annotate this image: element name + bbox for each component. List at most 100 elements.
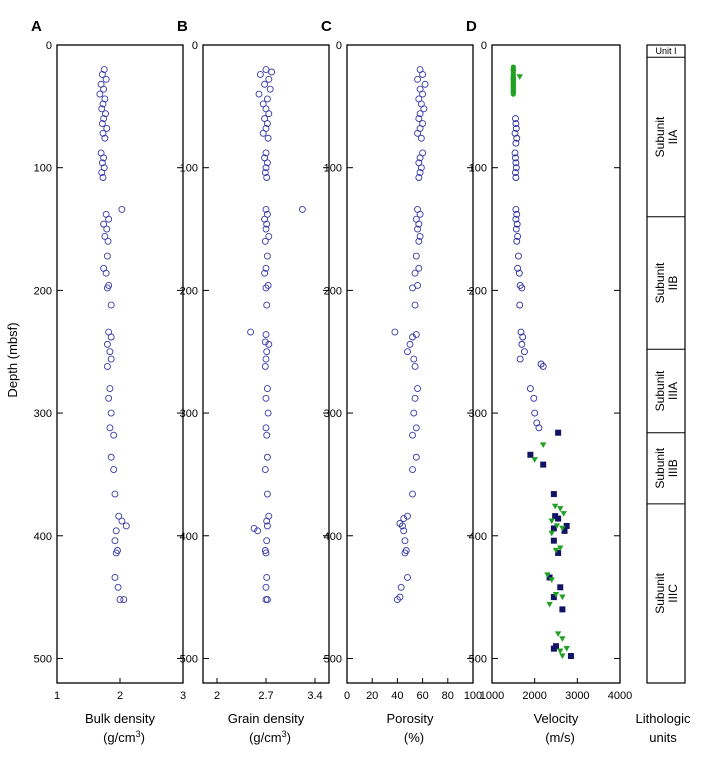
- data-point: [111, 537, 119, 545]
- depth-tick-label: 300: [324, 408, 342, 420]
- data-point: [416, 154, 424, 162]
- data-point: [263, 220, 271, 228]
- data-point: [417, 164, 425, 172]
- data-point: [539, 363, 547, 370]
- data-point: [262, 583, 270, 591]
- depth-tick-label: 100: [469, 163, 487, 175]
- data-point: [512, 164, 520, 172]
- x-tick-label: 3000: [565, 690, 589, 702]
- data-point: [557, 506, 564, 512]
- data-point: [412, 252, 420, 260]
- data-point: [550, 594, 557, 601]
- data-point: [416, 210, 424, 218]
- data-point: [409, 284, 416, 292]
- data-point: [263, 348, 271, 356]
- data-point: [559, 594, 566, 601]
- data-point: [561, 527, 568, 534]
- data-point: [103, 124, 111, 132]
- data-point: [106, 424, 114, 432]
- x-axis-title: Velocity: [534, 711, 579, 726]
- data-point: [518, 284, 526, 292]
- data-point: [526, 385, 534, 392]
- unit-label-line1: Subunit: [653, 370, 667, 411]
- data-point: [98, 120, 106, 127]
- data-point: [514, 232, 522, 240]
- data-point: [396, 593, 404, 601]
- depth-tick-label: 400: [324, 531, 342, 543]
- data-point: [262, 355, 270, 363]
- lithologic-units-column: Unit ISubunitIIASubunitIIBSubunitIIIASub…: [636, 44, 691, 745]
- data-point: [268, 68, 276, 76]
- data-point: [265, 110, 273, 118]
- data-point: [512, 215, 520, 223]
- data-point: [263, 431, 271, 439]
- data-point: [261, 363, 269, 370]
- data-point: [110, 466, 118, 473]
- data-point: [262, 66, 270, 73]
- lithologic-frame: [646, 44, 686, 684]
- data-point: [261, 169, 269, 177]
- x-axis-units: (g/cm3): [103, 729, 145, 745]
- data-point: [401, 537, 409, 545]
- data-point: [263, 490, 271, 498]
- data-point: [261, 80, 269, 88]
- depth-tick-label: 300: [34, 408, 52, 420]
- data-point: [111, 490, 119, 498]
- data-point: [416, 232, 424, 240]
- data-point: [107, 453, 115, 461]
- panel-letter: C: [321, 18, 332, 35]
- data-point: [531, 409, 539, 417]
- data-point: [415, 174, 423, 181]
- data-point: [548, 530, 555, 537]
- data-point: [101, 134, 109, 142]
- data-point: [410, 355, 418, 363]
- lithologic-title-line2: units: [649, 730, 677, 745]
- x-tick-label: 40: [391, 690, 403, 702]
- x-tick-label: 0: [344, 690, 350, 702]
- x-tick-label: 2: [117, 690, 123, 702]
- data-point: [103, 225, 111, 233]
- data-point: [567, 653, 574, 660]
- data-point: [404, 574, 411, 581]
- data-point: [411, 363, 419, 370]
- data-point: [263, 252, 271, 260]
- x-tick-label: 3: [180, 690, 186, 702]
- x-axis-units: (%): [404, 730, 424, 745]
- data-point: [554, 631, 562, 637]
- data-point: [391, 328, 399, 336]
- data-point: [262, 164, 270, 172]
- data-point: [412, 424, 420, 432]
- data-point: [96, 90, 104, 98]
- data-point: [560, 511, 567, 517]
- data-point: [417, 134, 425, 142]
- data-point: [101, 95, 109, 103]
- data-point: [266, 85, 274, 93]
- data-point: [404, 512, 411, 520]
- data-point: [112, 549, 120, 557]
- data-point: [410, 409, 418, 417]
- x-axis-title: Grain density: [228, 711, 305, 726]
- units-superscript: 3: [282, 729, 287, 739]
- depth-tick-label: 500: [324, 653, 342, 665]
- depth-tick-label: 200: [34, 285, 52, 297]
- data-point: [298, 205, 306, 213]
- data-point: [100, 85, 108, 93]
- units-base: (%): [404, 730, 424, 745]
- unit-label-line1: Subunit: [653, 262, 667, 303]
- data-point: [550, 645, 557, 652]
- data-point: [100, 66, 108, 73]
- data-point: [261, 466, 269, 473]
- data-point: [411, 394, 419, 402]
- data-point: [511, 129, 519, 137]
- data-point: [515, 269, 523, 277]
- depth-tick-label: 400: [34, 531, 52, 543]
- units-superscript: 3: [136, 729, 141, 739]
- data-point: [519, 333, 527, 341]
- data-point: [559, 606, 566, 613]
- data-point: [107, 301, 115, 309]
- x-tick-label: 60: [416, 690, 428, 702]
- unit-label: Unit I: [655, 46, 676, 56]
- data-point: [262, 205, 270, 213]
